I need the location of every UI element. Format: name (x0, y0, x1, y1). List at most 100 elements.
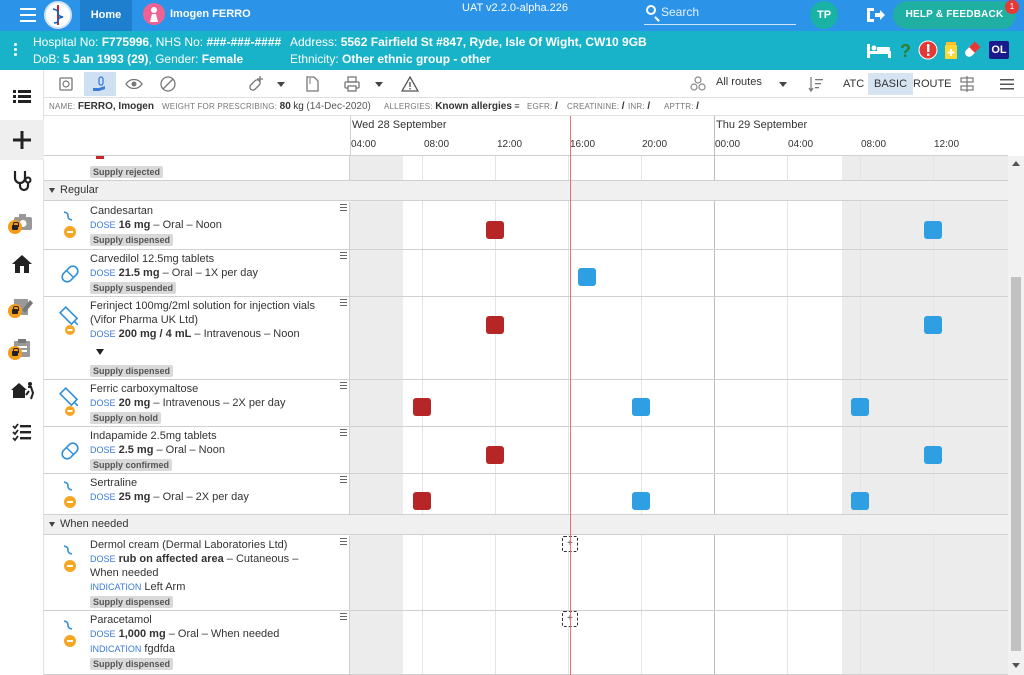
vertical-scrollbar[interactable] (1008, 156, 1024, 675)
scheduled-dose-marker[interactable] (851, 398, 869, 416)
columns-button[interactable] (954, 72, 980, 96)
patient-tab[interactable]: Imogen FERRO (170, 8, 251, 20)
scheduled-dose-marker[interactable] (924, 221, 942, 239)
row-menu-icon[interactable] (340, 382, 347, 391)
observe-button[interactable] (118, 72, 150, 96)
row-menu-icon[interactable] (340, 613, 347, 622)
stethoscope-icon[interactable] (8, 166, 36, 194)
more-options-icon[interactable] (14, 43, 17, 58)
user-avatar[interactable]: TP (810, 1, 838, 29)
grid-line (495, 156, 496, 675)
collapse-caret-icon[interactable] (49, 522, 55, 527)
current-time-line-header (570, 116, 571, 156)
medication-row[interactable]: Ferric carboxymaltose DOSE 20 mg – Intra… (44, 380, 1008, 427)
scroll-down-arrow[interactable] (1012, 663, 1020, 668)
overdue-dose-marker[interactable] (486, 446, 504, 464)
oral-solution-icon (63, 211, 76, 238)
warnings-button[interactable] (394, 72, 426, 96)
pill-icon[interactable] (962, 40, 982, 60)
routes-dropdown-caret[interactable] (779, 82, 787, 87)
row-menu-icon[interactable] (340, 476, 347, 485)
print-dropdown-caret[interactable] (375, 82, 383, 87)
add-medication-dropdown-caret[interactable] (277, 82, 285, 87)
app-logo[interactable] (44, 1, 72, 29)
administer-view-button[interactable] (84, 72, 116, 96)
logout-icon[interactable] (866, 7, 886, 23)
medication-row[interactable]: Sertraline DOSE 25 mg – Oral – 2X per da… (44, 474, 1008, 515)
routes-filter[interactable]: All routes (716, 76, 762, 88)
medication-row[interactable]: Candesartan DOSE 16 mg – Oral – Noon Sup… (44, 202, 1008, 250)
medication-row[interactable]: Paracetamol DOSE 1,000 mg – Oral – When … (44, 611, 1008, 675)
medication-bottle-icon[interactable] (941, 40, 961, 60)
list-icon[interactable] (8, 82, 36, 110)
sort-button[interactable] (802, 72, 830, 96)
chart-view-button[interactable] (50, 72, 82, 96)
overdue-dose-marker[interactable] (413, 492, 431, 510)
scroll-thumb[interactable] (1011, 277, 1021, 651)
weight-field[interactable]: WEIGHT FOR PRESCRIBING: 80 kg (14-Dec-20… (162, 101, 371, 112)
scroll-up-arrow[interactable] (1012, 161, 1020, 166)
menu-icon[interactable] (20, 8, 36, 22)
scheduled-dose-marker[interactable] (924, 316, 942, 334)
medication-row[interactable]: Supply rejected (44, 156, 1008, 181)
plus-icon[interactable] (8, 126, 36, 154)
collapse-caret-icon[interactable] (49, 188, 55, 193)
export-button[interactable] (296, 72, 328, 96)
hour-label: 16:00 (570, 139, 596, 150)
scheduled-dose-marker[interactable] (924, 446, 942, 464)
medication-row[interactable]: Dermol cream (Dermal Laboratories Ltd) D… (44, 536, 1008, 611)
day-divider (714, 156, 715, 675)
document-icon (306, 76, 319, 92)
add-medication-button[interactable] (240, 72, 272, 96)
allergies-field[interactable]: ALLERGIES: Known allergies ≡ (384, 101, 520, 112)
grid-line (787, 156, 788, 675)
medication-row[interactable]: Indapamide 2.5mg tablets DOSE 2.5 mg – O… (44, 427, 1008, 474)
row-menu-icon[interactable] (340, 429, 347, 438)
basic-toggle[interactable]: BASIC (868, 73, 914, 95)
home-icon[interactable] (8, 250, 36, 278)
emergency-exit-icon[interactable] (8, 376, 36, 404)
route-toggle[interactable]: ROUTE (913, 78, 952, 90)
dose-line: DOSE 16 mg – Oral – Noon (90, 219, 222, 231)
address-label: Address: (290, 35, 338, 49)
help-feedback-button[interactable]: HELP & FEEDBACK (893, 1, 1016, 29)
row-menu-icon[interactable] (340, 299, 347, 308)
alert-icon[interactable] (918, 40, 938, 60)
bed-icon[interactable] (866, 40, 892, 60)
medication-row[interactable]: Carvedilol 12.5mg tablets DOSE 21.5 mg –… (44, 250, 1008, 297)
question-icon[interactable]: ? (896, 40, 916, 60)
row-menu-icon[interactable] (340, 252, 347, 261)
overdue-dose-marker[interactable] (413, 398, 431, 416)
row-menu-icon[interactable] (340, 538, 347, 547)
search-input[interactable]: Search (644, 2, 796, 25)
section-regular[interactable]: Regular (44, 181, 1008, 201)
more-menu-button[interactable] (994, 72, 1020, 96)
checklist-icon[interactable] (8, 418, 36, 446)
scheduled-dose-marker[interactable] (632, 398, 650, 416)
ol-badge[interactable]: OL (989, 41, 1009, 59)
expand-caret-icon[interactable] (96, 349, 104, 355)
row-menu-icon[interactable] (340, 204, 347, 213)
atc-toggle[interactable]: ATC (843, 78, 865, 90)
overdue-dose-marker[interactable] (486, 316, 504, 334)
print-button[interactable] (336, 72, 368, 96)
scheduled-dose-marker[interactable] (578, 268, 596, 286)
home-tab[interactable]: Home (80, 0, 132, 31)
hour-label: 08:00 (424, 139, 450, 150)
hour-label: 12:00 (934, 139, 960, 150)
section-label: When needed (60, 518, 129, 530)
cancel-filter-button[interactable] (152, 72, 184, 96)
scheduled-dose-marker[interactable] (851, 492, 869, 510)
injection-icon (58, 386, 79, 416)
lock-icon (8, 346, 22, 360)
medication-row[interactable]: Ferinject 100mg/2ml solution for injecti… (44, 297, 1008, 380)
version-label: UAT v2.2.0-alpha.226 (462, 2, 568, 14)
indication-line: INDICATION fgdfda (90, 643, 175, 655)
add-pill-icon (249, 76, 263, 91)
patient-info-strip: NAME: FERRO, Imogen WEIGHT FOR PRESCRIBI… (44, 98, 1024, 116)
section-when-needed[interactable]: When needed (44, 515, 1008, 535)
medication-name: Candesartan (90, 205, 153, 217)
overdue-dose-marker[interactable] (486, 221, 504, 239)
supply-status-badge: Supply dispensed (90, 365, 174, 377)
scheduled-dose-marker[interactable] (632, 492, 650, 510)
